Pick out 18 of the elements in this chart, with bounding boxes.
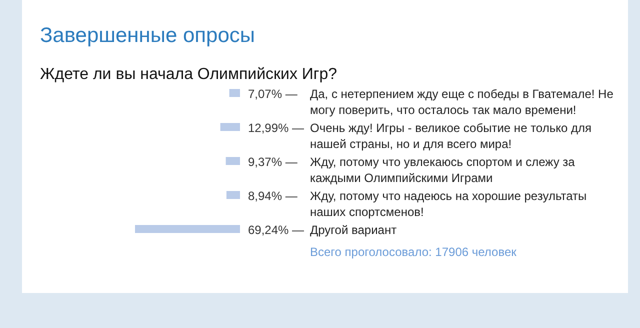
bar — [220, 123, 240, 131]
data-label: 69,24% — — [248, 223, 304, 237]
y-tick-label: Да, с нетерпением жду еще с победы в Гватемале! Не могу поверить, что осталось так мало времени! — [310, 87, 614, 117]
data-label: 8,94% — — [248, 189, 298, 203]
y-tick-label: Жду, потому что увлекаюсь спортом и слежу за каждыми Олимпийскими Играми — [310, 155, 576, 185]
bar — [229, 89, 240, 97]
bar — [226, 191, 240, 199]
text: Всего проголосовало: 17906 человек — [310, 245, 518, 259]
chart-title: Завершенные опросы — [40, 24, 255, 47]
data-label: 9,37% — — [248, 155, 298, 169]
bar — [135, 225, 240, 233]
y-tick-label: Жду, потому что надеюсь на хорошие результаты наших спортсменов! — [310, 189, 587, 219]
data-label: 7,07% — — [248, 87, 298, 101]
y-tick-label: Другой вариант — [310, 223, 398, 237]
chart-subtitle: Ждете ли вы начала Олимпийских Игр? — [40, 66, 338, 83]
data-label: 12,99% — — [248, 121, 304, 135]
bar — [226, 157, 240, 165]
y-tick-label: Очень жду! Игры - великое событие не только для нашей страны, но и для всего мира! — [310, 121, 592, 151]
